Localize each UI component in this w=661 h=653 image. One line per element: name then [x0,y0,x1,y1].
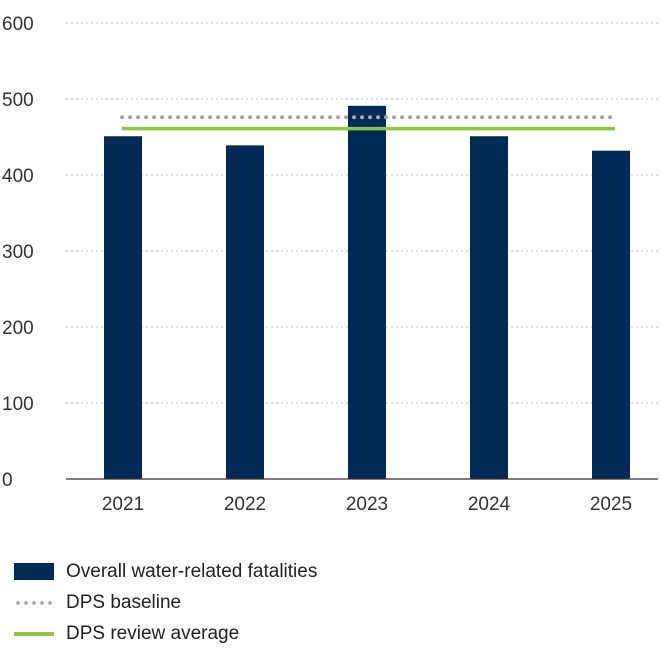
x-tick-label-2022: 2022 [224,494,266,515]
y-tick-label-400: 400 [2,166,34,187]
bar-2024 [470,136,508,480]
bar-2022 [226,145,264,480]
x-tick-label-2024: 2024 [468,494,511,515]
bar-2025 [592,150,630,479]
bars [104,105,630,480]
legend-item-bars: Overall water-related fatalities [14,556,654,587]
legend-swatch-review-average [14,631,54,636]
y-tick-label-600: 600 [2,14,34,35]
legend: Overall water-related fatalities DPS bas… [14,556,654,649]
y-tick-label-200: 200 [2,318,34,339]
bar-2023 [348,105,386,479]
y-tick-label-0: 0 [2,470,13,491]
y-tick-label-500: 500 [2,90,34,111]
legend-swatch-baseline [14,600,54,605]
legend-label-review-average: DPS review average [66,622,240,644]
x-tick-label-2025: 2025 [590,494,632,515]
x-tick-label-2023: 2023 [346,494,388,515]
bar-chart: 0 100 200 300 400 500 600 2021 2022 2023 2024 2025 [2,14,658,515]
y-axis-tick-labels: 0 100 200 300 400 500 600 [2,14,34,491]
legend-label-baseline: DPS baseline [66,591,182,613]
reference-lines [120,115,617,131]
bar-2021 [104,136,142,480]
x-axis-tick-labels: 2021 2022 2023 2024 2025 [102,494,632,515]
legend-item-review-average: DPS review average [14,618,654,649]
y-tick-label-300: 300 [2,242,34,263]
legend-swatch-bars [14,563,54,580]
legend-label-bars: Overall water-related fatalities [66,560,318,582]
legend-item-baseline: DPS baseline [14,587,654,618]
y-tick-label-100: 100 [2,394,34,415]
x-tick-label-2021: 2021 [102,494,144,515]
